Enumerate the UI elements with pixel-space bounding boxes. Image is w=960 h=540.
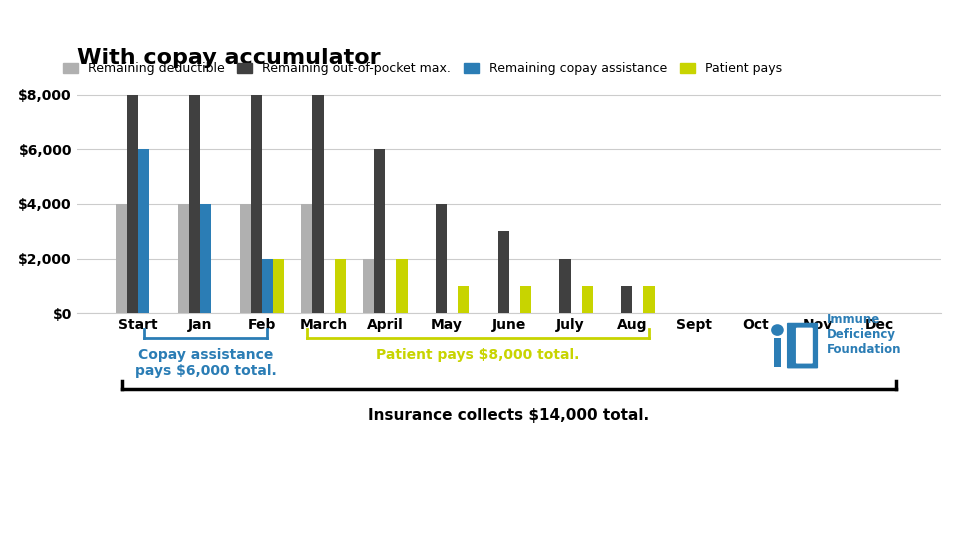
Text: Immune
Deficiency
Foundation: Immune Deficiency Foundation bbox=[828, 313, 901, 356]
Bar bbox=[582, 286, 592, 313]
Bar bbox=[273, 259, 284, 313]
FancyBboxPatch shape bbox=[787, 323, 818, 368]
Text: With copay accumulator: With copay accumulator bbox=[77, 49, 380, 69]
Bar bbox=[200, 204, 211, 313]
Bar bbox=[436, 204, 447, 313]
FancyBboxPatch shape bbox=[796, 328, 813, 363]
Bar bbox=[520, 286, 531, 313]
Bar bbox=[458, 286, 469, 313]
Bar bbox=[127, 94, 138, 313]
Bar bbox=[396, 259, 408, 313]
Bar bbox=[335, 259, 346, 313]
Bar bbox=[138, 149, 150, 313]
Legend: Remaining deductible, Remaining out-of-pocket max., Remaining copay assistance, : Remaining deductible, Remaining out-of-p… bbox=[59, 57, 786, 80]
Circle shape bbox=[771, 324, 783, 336]
Bar bbox=[240, 204, 251, 313]
Bar bbox=[374, 149, 385, 313]
Bar bbox=[301, 204, 312, 313]
Bar bbox=[116, 204, 127, 313]
Text: Copay assistance
pays $6,000 total.: Copay assistance pays $6,000 total. bbox=[134, 348, 276, 379]
Bar bbox=[774, 338, 781, 368]
Bar bbox=[312, 94, 324, 313]
Bar bbox=[178, 204, 189, 313]
Bar bbox=[560, 259, 570, 313]
Bar bbox=[643, 286, 655, 313]
Bar bbox=[262, 259, 273, 313]
Bar bbox=[363, 259, 374, 313]
Bar bbox=[189, 94, 200, 313]
Text: Insurance collects $14,000 total.: Insurance collects $14,000 total. bbox=[369, 408, 649, 423]
Text: Patient pays $8,000 total.: Patient pays $8,000 total. bbox=[376, 348, 580, 362]
Bar bbox=[251, 94, 262, 313]
Bar bbox=[621, 286, 633, 313]
Bar bbox=[497, 231, 509, 313]
